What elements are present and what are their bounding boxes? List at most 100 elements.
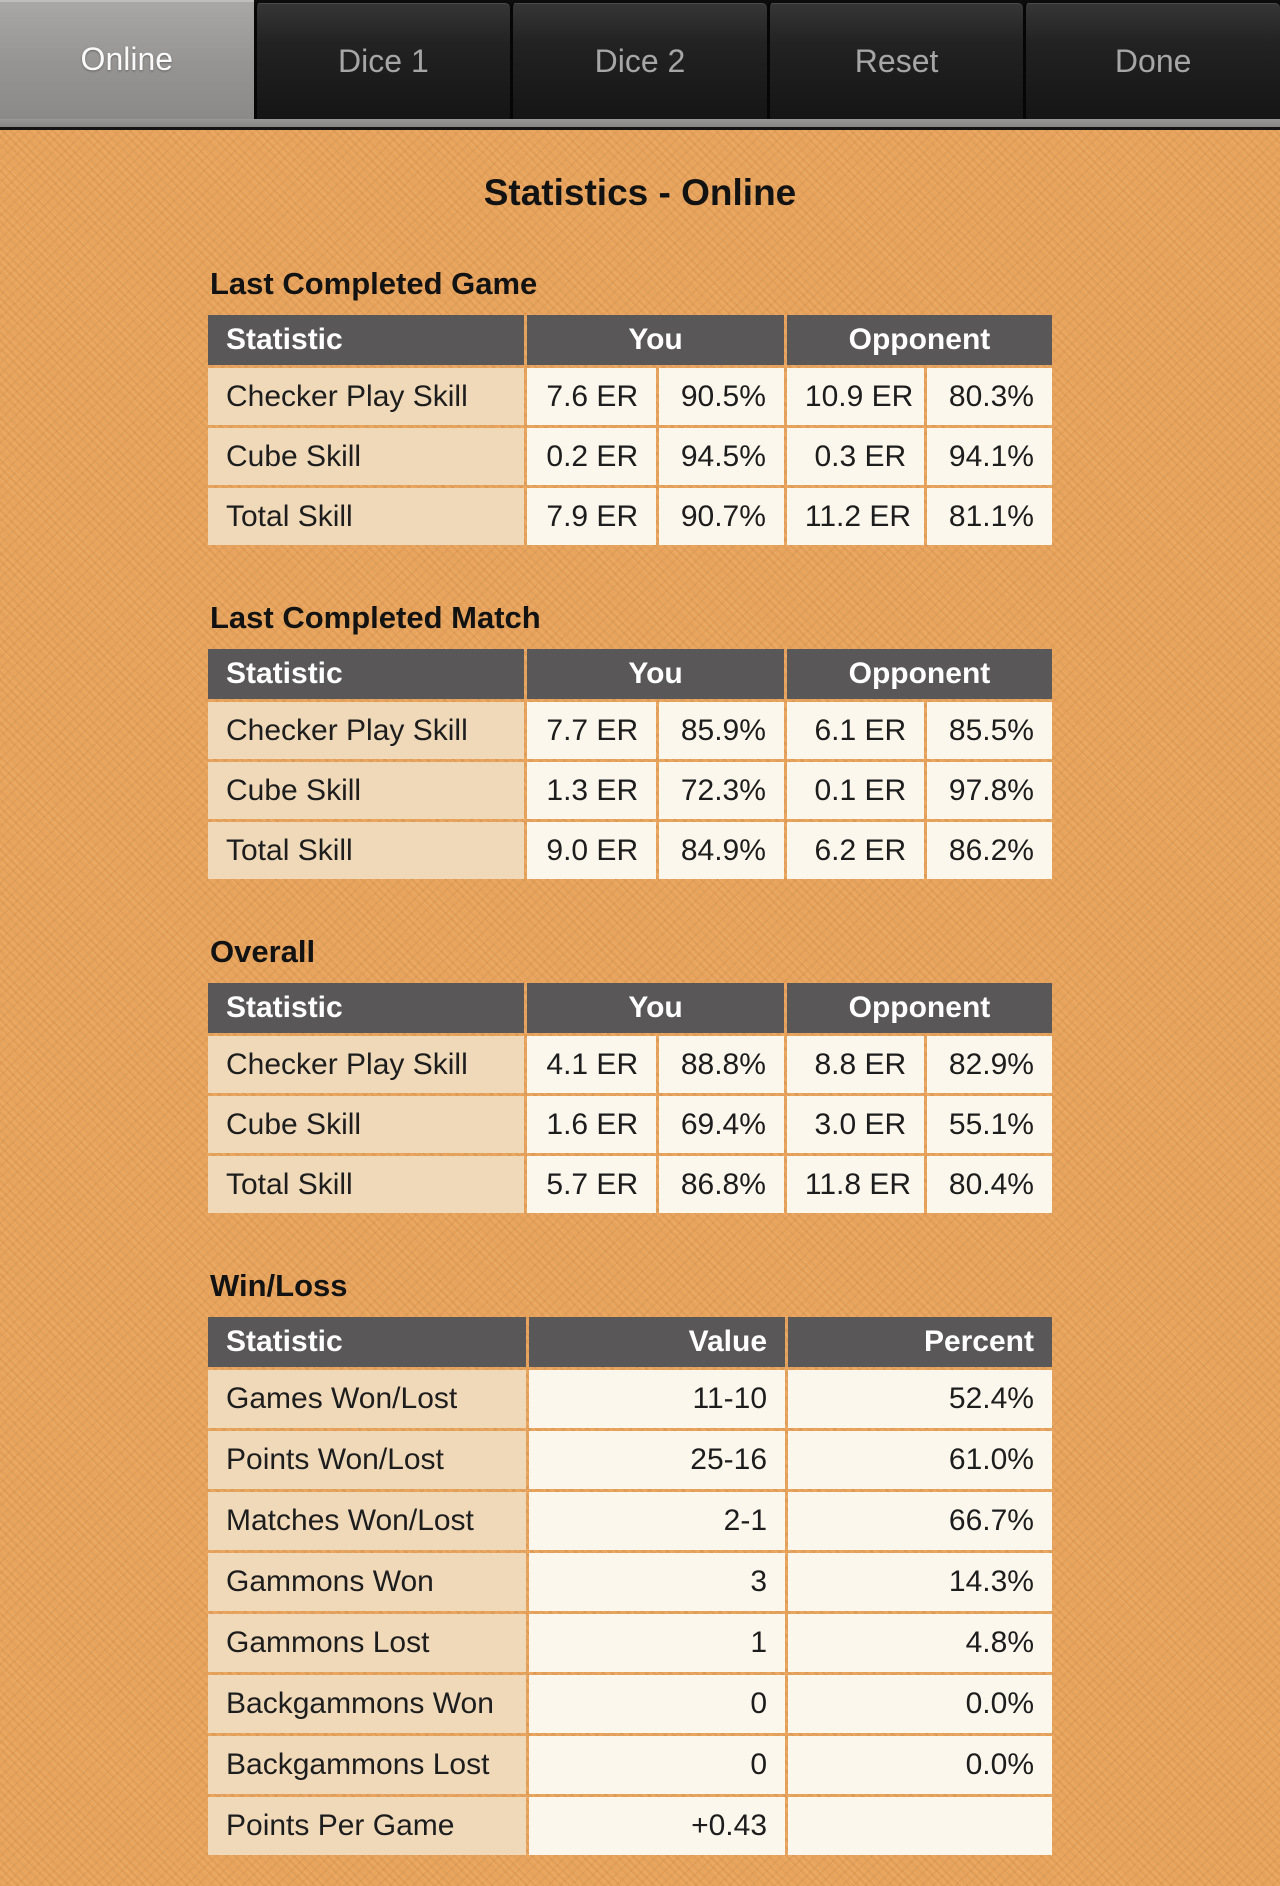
opponent-pct-cell: 82.9% xyxy=(927,1036,1052,1093)
stat-label-cell: Backgammons Lost xyxy=(208,1736,527,1794)
overall-table: Statistic You Opponent Checker Play Skil… xyxy=(205,980,1055,1216)
tab-dice-2[interactable]: Dice 2 xyxy=(510,3,767,119)
last-completed-match-table: Statistic You Opponent Checker Play Skil… xyxy=(205,646,1055,882)
you-pct-cell: 84.9% xyxy=(659,822,784,879)
percent-cell: 0.0% xyxy=(788,1736,1052,1794)
table-header-row: Statistic Value Percent xyxy=(208,1317,1052,1367)
col-header-opponent: Opponent xyxy=(786,649,1052,699)
percent-cell: 61.0% xyxy=(788,1431,1052,1489)
stat-label-cell: Total Skill xyxy=(208,1156,525,1213)
percent-cell xyxy=(788,1797,1052,1855)
table-row: Backgammons Lost 0 0.0% xyxy=(208,1736,1052,1794)
percent-cell: 52.4% xyxy=(788,1370,1052,1428)
section-heading-last-completed-game: Last Completed Game xyxy=(210,266,538,301)
value-cell: 3 xyxy=(529,1553,786,1611)
value-cell: 2-1 xyxy=(529,1492,786,1550)
section-heading-overall: Overall xyxy=(210,934,316,969)
opponent-er-cell: 0.3 ER xyxy=(786,428,925,485)
you-er-cell: 7.7 ER xyxy=(527,702,657,759)
opponent-pct-cell: 80.4% xyxy=(927,1156,1052,1213)
you-er-cell: 9.0 ER xyxy=(527,822,657,879)
you-pct-cell: 90.7% xyxy=(659,488,784,545)
table-row: Cube Skill 0.2 ER 94.5% 0.3 ER 94.1% xyxy=(208,428,1052,485)
opponent-er-cell: 8.8 ER xyxy=(786,1036,925,1093)
stat-label-cell: Checker Play Skill xyxy=(208,368,525,425)
table-row: Checker Play Skill 7.7 ER 85.9% 6.1 ER 8… xyxy=(208,702,1052,759)
table-row: Gammons Won 3 14.3% xyxy=(208,1553,1052,1611)
opponent-pct-cell: 94.1% xyxy=(927,428,1052,485)
stat-label-cell: Total Skill xyxy=(208,488,525,545)
opponent-er-cell: 10.9 ER xyxy=(786,368,925,425)
you-er-cell: 7.9 ER xyxy=(527,488,657,545)
section-win-loss: Win/Loss Statistic Value Percent Games W… xyxy=(208,1268,1052,1858)
opponent-pct-cell: 85.5% xyxy=(927,702,1052,759)
value-cell: 11-10 xyxy=(529,1370,786,1428)
tab-reset[interactable]: Reset xyxy=(766,3,1024,119)
stat-label-cell: Cube Skill xyxy=(208,428,525,485)
table-row: Games Won/Lost 11-10 52.4% xyxy=(208,1370,1052,1428)
percent-cell: 0.0% xyxy=(788,1675,1052,1733)
tab-done[interactable]: Done xyxy=(1023,3,1280,119)
stat-label-cell: Gammons Lost xyxy=(208,1614,527,1672)
table-row: Total Skill 9.0 ER 84.9% 6.2 ER 86.2% xyxy=(208,822,1052,879)
section-heading-win-loss: Win/Loss xyxy=(210,1268,348,1303)
table-header-row: Statistic You Opponent xyxy=(208,649,1052,699)
table-header-row: Statistic You Opponent xyxy=(208,315,1052,365)
opponent-pct-cell: 80.3% xyxy=(927,368,1052,425)
stat-label-cell: Cube Skill xyxy=(208,762,525,819)
opponent-er-cell: 11.2 ER xyxy=(786,488,925,545)
tab-bar: Online Dice 1 Dice 2 Reset Done xyxy=(0,0,1280,119)
col-header-statistic: Statistic xyxy=(208,1317,527,1367)
col-header-you: You xyxy=(527,983,784,1033)
tab-bar-bottom-line xyxy=(0,127,1280,130)
table-row: Gammons Lost 1 4.8% xyxy=(208,1614,1052,1672)
percent-cell: 4.8% xyxy=(788,1614,1052,1672)
last-completed-game-table: Statistic You Opponent Checker Play Skil… xyxy=(205,312,1055,548)
opponent-er-cell: 11.8 ER xyxy=(786,1156,925,1213)
you-er-cell: 1.6 ER xyxy=(527,1096,657,1153)
tab-dice-1[interactable]: Dice 1 xyxy=(253,3,511,119)
table-row: Cube Skill 1.3 ER 72.3% 0.1 ER 97.8% xyxy=(208,762,1052,819)
value-cell: 0 xyxy=(529,1736,786,1794)
col-header-statistic: Statistic xyxy=(208,649,525,699)
stat-label-cell: Checker Play Skill xyxy=(208,1036,525,1093)
col-header-opponent: Opponent xyxy=(786,315,1052,365)
stat-label-cell: Games Won/Lost xyxy=(208,1370,527,1428)
you-pct-cell: 69.4% xyxy=(659,1096,784,1153)
percent-cell: 66.7% xyxy=(788,1492,1052,1550)
stat-label-cell: Cube Skill xyxy=(208,1096,525,1153)
col-header-value: Value xyxy=(529,1317,786,1367)
you-pct-cell: 94.5% xyxy=(659,428,784,485)
stat-label-cell: Total Skill xyxy=(208,822,525,879)
table-row: Checker Play Skill 4.1 ER 88.8% 8.8 ER 8… xyxy=(208,1036,1052,1093)
table-row: Total Skill 7.9 ER 90.7% 11.2 ER 81.1% xyxy=(208,488,1052,545)
stat-label-cell: Gammons Won xyxy=(208,1553,527,1611)
page-title: Statistics - Online xyxy=(483,172,797,213)
col-header-percent: Percent xyxy=(788,1317,1052,1367)
opponent-pct-cell: 97.8% xyxy=(927,762,1052,819)
section-overall: Overall Statistic You Opponent Checker P… xyxy=(208,934,1052,1216)
opponent-pct-cell: 81.1% xyxy=(927,488,1052,545)
opponent-pct-cell: 86.2% xyxy=(927,822,1052,879)
table-row: Points Won/Lost 25-16 61.0% xyxy=(208,1431,1052,1489)
col-header-you: You xyxy=(527,315,784,365)
value-cell: 0 xyxy=(529,1675,786,1733)
tab-online[interactable]: Online xyxy=(0,0,254,119)
value-cell: +0.43 xyxy=(529,1797,786,1855)
table-row: Cube Skill 1.6 ER 69.4% 3.0 ER 55.1% xyxy=(208,1096,1052,1153)
table-row: Points Per Game +0.43 xyxy=(208,1797,1052,1855)
section-heading-last-completed-match: Last Completed Match xyxy=(210,600,541,635)
percent-cell: 14.3% xyxy=(788,1553,1052,1611)
you-er-cell: 1.3 ER xyxy=(527,762,657,819)
you-er-cell: 0.2 ER xyxy=(527,428,657,485)
you-er-cell: 7.6 ER xyxy=(527,368,657,425)
opponent-er-cell: 6.2 ER xyxy=(786,822,925,879)
section-last-completed-match: Last Completed Match Statistic You Oppon… xyxy=(208,600,1052,882)
value-cell: 1 xyxy=(529,1614,786,1672)
stat-label-cell: Matches Won/Lost xyxy=(208,1492,527,1550)
you-pct-cell: 85.9% xyxy=(659,702,784,759)
you-er-cell: 4.1 ER xyxy=(527,1036,657,1093)
stat-label-cell: Backgammons Won xyxy=(208,1675,527,1733)
col-header-statistic: Statistic xyxy=(208,315,525,365)
you-pct-cell: 72.3% xyxy=(659,762,784,819)
